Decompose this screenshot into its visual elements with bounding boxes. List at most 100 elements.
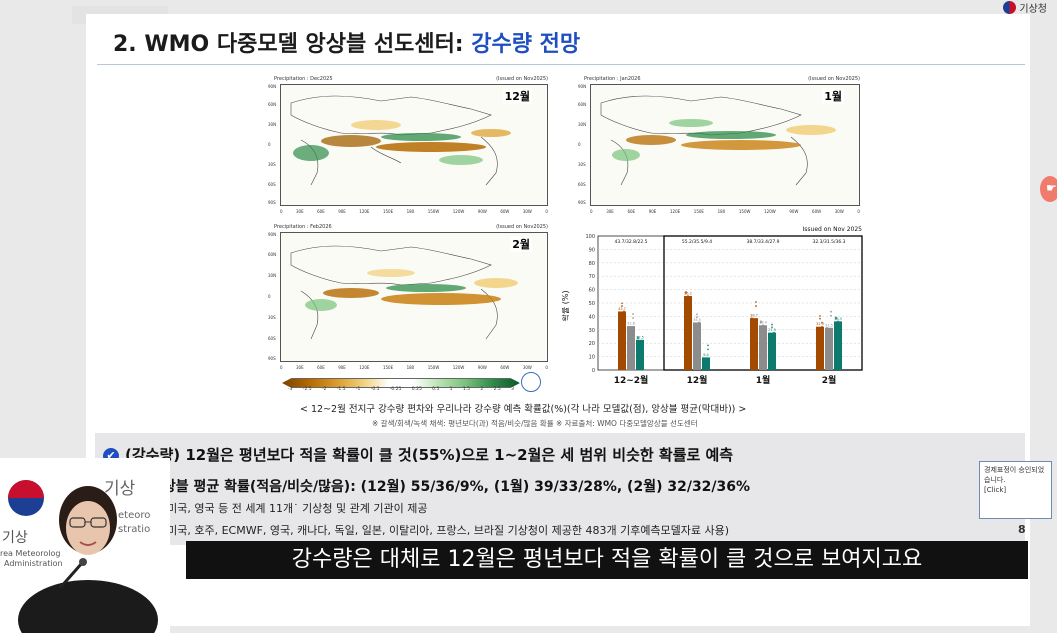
map-month-label: 2월: [510, 236, 532, 252]
popup-click-link[interactable]: [Click]: [984, 486, 1007, 494]
hand-pointer-icon: ☛: [1046, 181, 1057, 195]
precip-map-feb: Precipitation : Feb2026 (Issued on Nov202…: [268, 224, 548, 372]
pip-org-en-right-1: eteoro: [118, 510, 150, 521]
chart-model-point: [619, 315, 621, 318]
chart-model-point: [703, 357, 705, 360]
map-header-left: Precipitation : Dec2025: [274, 76, 333, 82]
chart-model-point: [632, 317, 634, 319]
chart-model-point: [698, 321, 700, 324]
chart-ytick-label: 40: [589, 314, 595, 320]
chart-bar: [618, 311, 626, 370]
side-edge-button[interactable]: ☛: [1040, 176, 1057, 202]
chart-model-point: [817, 331, 819, 333]
chart-category-label: 2월: [822, 374, 837, 386]
map-header-left: Precipitation : Jan2026: [584, 76, 641, 82]
chart-model-point: [687, 297, 689, 300]
chart-data-label: 22.5: [636, 335, 644, 339]
pip-org-en-right-2: stratio: [118, 524, 150, 535]
summary-box: [95, 433, 1025, 545]
chart-model-point: [769, 337, 771, 339]
chart-model-point: [835, 316, 837, 319]
precip-map-jan: Precipitation : Jan2026 (Issued on Nov202…: [578, 76, 860, 216]
kma-emblem-icon: [1003, 1, 1017, 14]
chart-ylabel: 확률 (%): [562, 290, 570, 321]
chart-bar: [636, 339, 644, 370]
chart-model-point: [830, 310, 832, 313]
summary-line-1: ✔ (강수량) 12월은 평년보다 적을 확률이 클 것(55%)으로 1~2월은…: [103, 444, 733, 465]
chart-model-point: [769, 338, 771, 341]
chart-model-point: [826, 326, 828, 329]
chart-model-point: [751, 317, 753, 320]
summary-line-1-text: (강수량) 12월은 평년보다 적을 확률이 클 것(55%)으로 1~2월은 …: [125, 446, 734, 464]
pip-org-kr: 기상: [2, 530, 28, 546]
chart-bar: [834, 321, 842, 370]
chart-model-point: [707, 348, 709, 351]
chart-model-point: [764, 340, 766, 343]
chart-data-label: 35.5: [693, 318, 701, 322]
chart-category-label: 12월: [687, 374, 708, 386]
chart-model-point: [623, 314, 625, 317]
chart-model-point: [641, 359, 643, 361]
world-map-svg: [290, 95, 511, 186]
chart-model-point: [637, 336, 639, 339]
chart-model-point: [619, 317, 621, 320]
chart-model-point: [839, 332, 841, 335]
page-number: 8: [1018, 523, 1026, 536]
chart-bar: [750, 318, 758, 370]
chart-model-point: [641, 355, 643, 357]
chart-bar: [816, 326, 824, 370]
chart-model-point: [760, 321, 762, 324]
chart-model-point: [694, 328, 696, 331]
chart-bar: [825, 327, 833, 370]
chart-data-label: 38.7: [750, 314, 758, 318]
chart-model-point: [828, 334, 830, 337]
chart-bar: [693, 322, 701, 370]
figure-note: ※ 갈색/회색/녹색 채색: 평년보다(과) 적음/비슷/많음 확률 ※ 자료출…: [372, 419, 698, 428]
chart-bar: [627, 326, 635, 370]
pip-org-en-1: rea Meteorolog: [0, 549, 60, 558]
colorbar: [282, 378, 520, 388]
chart-model-point: [696, 316, 698, 318]
chart-ytick-label: 70: [589, 274, 595, 280]
chart-model-point: [762, 324, 764, 327]
chart-model-point: [830, 314, 832, 317]
chart-model-point: [687, 295, 689, 297]
notification-popup[interactable]: 경제표정이 승인되었 습니다. [Click]: [979, 461, 1052, 519]
chart-bar: [759, 325, 767, 370]
chart-ytick-label: 20: [589, 341, 595, 347]
chart-model-point: [837, 320, 839, 323]
chart-model-point: [828, 337, 830, 340]
chart-ytick-label: 10: [589, 355, 595, 361]
subtitle-caption: 강수량은 대체로 12월은 평년보다 적을 확률이 클 것으로 보여지고요: [186, 541, 1028, 579]
chart-data-label: 36.3: [834, 317, 842, 321]
chart-model-point: [623, 310, 625, 313]
chart-model-point: [698, 325, 700, 328]
chart-top-label: 55.2/35.5/9.4: [682, 239, 712, 245]
chart-model-point: [773, 331, 775, 334]
world-map-svg: [290, 245, 518, 340]
chart-model-point: [630, 338, 632, 341]
chart-model-point: [696, 313, 698, 316]
chart-data-label: 43.7: [618, 307, 626, 311]
chart-model-point: [753, 325, 755, 328]
map-header-right: (Issued on Nov2025): [808, 76, 860, 82]
map-frame: [280, 84, 548, 206]
chart-data-label: 32.3: [816, 322, 824, 326]
chart-bar: [702, 357, 710, 370]
chart-data-label: 33.4: [759, 321, 768, 325]
presenter-face: [66, 501, 110, 555]
chart-model-point: [689, 307, 691, 309]
slide-title-prefix: 2. WMO 다중모델 앙상블 선도센터:: [113, 32, 464, 57]
chart-model-point: [821, 325, 823, 328]
slide-title: 2. WMO 다중모델 앙상블 선도센터: 강수량 전망: [113, 26, 580, 58]
chart-model-point: [835, 317, 837, 320]
map-header-right: (Issued on Nov2025): [496, 76, 548, 82]
chart-top-label: 43.7/32.8/22.5: [614, 239, 647, 245]
pip-org-en-2: Administration: [4, 559, 63, 568]
presenter-body: [18, 580, 158, 633]
colorbar-ticks: -3 -2.5 -2 -1.5 -1 -0.5 -0.25 0.25 0.5 1 1.5 2 2.5 3: [288, 387, 514, 392]
chart-model-point: [689, 311, 691, 314]
world-map-svg: [600, 95, 836, 186]
chart-bar: [768, 332, 776, 370]
chart-ytick-label: 100: [585, 234, 595, 240]
